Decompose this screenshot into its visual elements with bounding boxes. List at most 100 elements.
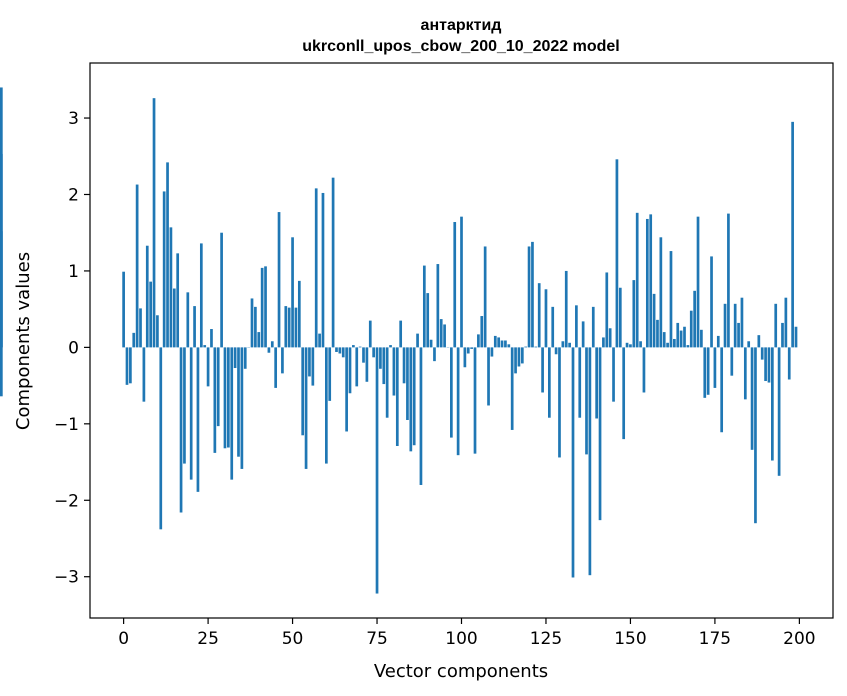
bar [402,347,406,384]
bar [588,347,592,576]
x-axis: 0 25 50 75 100 125 150 175 200 [118,618,816,649]
bar [771,347,774,461]
bar [605,272,609,348]
bar [673,338,676,348]
x-tick-label: 50 [282,629,304,649]
bar [362,347,365,363]
bar [230,347,234,480]
bar [284,306,288,348]
bar [389,345,392,348]
bar [517,347,521,367]
bar [497,337,501,348]
bar [132,332,136,348]
y-axis: −3 −2 −1 0 1 2 3 [54,109,90,588]
bar [480,316,484,348]
bar [760,347,764,360]
bar [473,347,477,454]
bar [477,334,480,348]
bar [575,305,578,348]
bar [784,297,788,348]
bar [676,322,680,348]
bar [193,306,196,348]
bar [429,339,433,348]
bar [487,347,490,406]
bar [335,347,338,352]
bar [149,281,152,348]
bar [777,347,781,476]
bar [483,246,487,348]
bar [767,347,771,383]
bar [385,347,389,418]
bar [142,347,146,402]
bar [733,303,737,348]
bar [392,347,396,396]
bar [747,341,751,348]
bar [612,347,615,402]
bar [169,227,173,348]
bar [460,216,463,348]
bar [345,347,348,432]
bar [355,347,359,387]
y-tick-label: 0 [68,338,79,358]
bar [254,306,257,348]
x-tick-label: 0 [118,629,129,649]
bar [331,177,335,348]
bar [669,251,673,348]
bar [571,347,575,578]
bar [720,347,724,433]
bar [162,191,166,348]
bar [737,322,740,348]
bar [558,347,561,458]
bar [581,321,585,348]
bar [304,347,308,469]
bar [568,342,571,348]
bar [213,347,217,453]
bar [706,347,710,395]
bar [507,344,511,348]
bar [713,347,717,388]
bar [689,310,693,348]
bar [145,245,149,348]
bar [504,340,507,348]
x-tick-label: 175 [699,629,731,649]
bar [679,330,683,348]
bar [379,347,382,369]
bar [463,347,467,368]
bar [524,346,528,348]
bar [730,347,734,376]
bar [723,303,727,348]
bar [375,347,379,594]
bar [186,292,190,348]
x-tick-label: 75 [366,629,388,649]
bar [595,347,598,419]
bar [250,298,254,348]
bar [301,347,305,436]
bar [139,308,142,348]
bar [291,237,294,348]
bar [754,347,757,524]
bar [0,87,3,348]
bar [632,280,636,348]
bar [328,347,332,401]
bar [223,347,227,449]
x-tick-label: 25 [197,629,219,649]
bar [129,347,132,384]
bar [548,347,551,418]
bar [500,340,504,348]
bar [156,315,159,348]
bar [787,347,791,380]
bar [470,347,473,349]
bar [544,289,548,348]
bar [662,332,666,348]
bar [382,347,386,385]
bar [683,326,686,348]
bar [622,347,626,440]
y-tick-label: 1 [68,262,79,282]
bar [125,347,129,385]
bar [700,329,703,348]
x-tick-label: 100 [445,629,477,649]
x-axis-label: Vector components [374,661,548,682]
bar [318,333,321,348]
bar [781,322,784,348]
bar [791,121,794,348]
